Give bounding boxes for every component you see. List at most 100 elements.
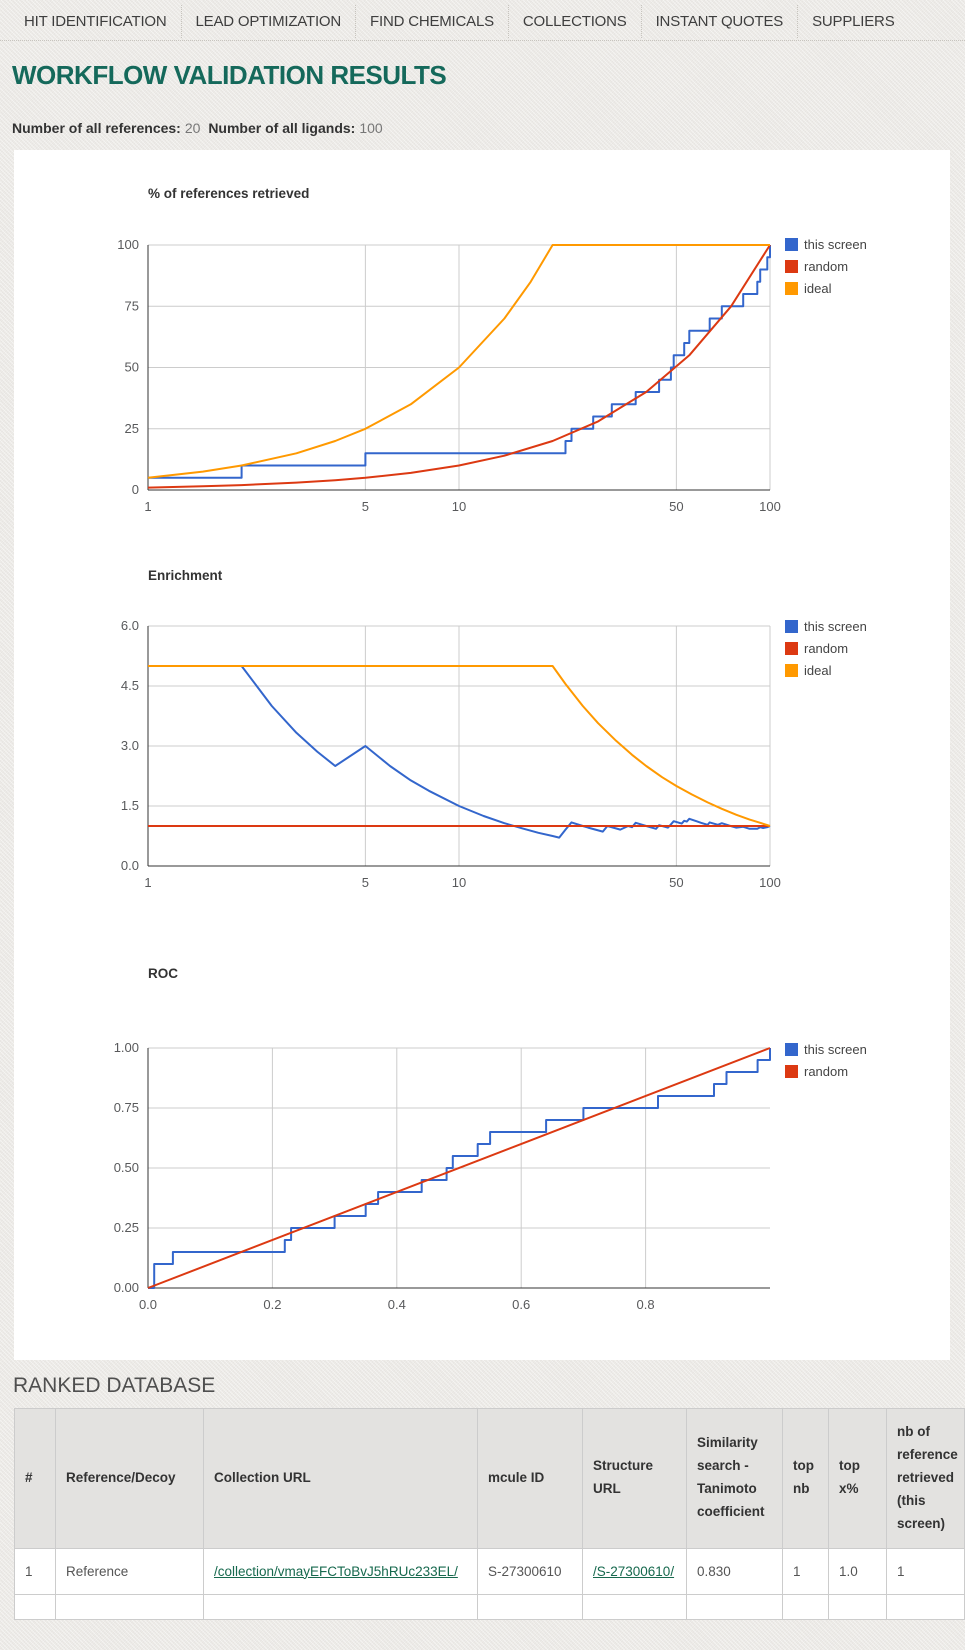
legend-label-random: random (804, 641, 848, 656)
x-axis-tick-label: 0.6 (512, 1297, 530, 1312)
cell-r2-c1 (55, 1594, 204, 1621)
legend-label-this-screen: this screen (804, 237, 867, 252)
cell-r1-c8: 1 (886, 1547, 965, 1596)
cell-r1-c6: 1 (782, 1547, 829, 1596)
legend-swatch-this-screen (785, 238, 798, 251)
chart-enrichment: Enrichment 0.0 1.5 3.0 4.5 6.0 1 5 10 50 100 this s… (121, 568, 867, 890)
cell-r2-c3 (477, 1594, 583, 1621)
x-axis-tick-label: 10 (452, 499, 466, 514)
x-axis-tick-label: 0.8 (637, 1297, 655, 1312)
top-navigation: HIT IDENTIFICATION LEAD OPTIMIZATION FIND … (0, 0, 965, 41)
legend-swatch-ideal (785, 664, 798, 677)
cell-r1-c0: 1 (14, 1547, 56, 1596)
legend-swatch-this-screen (785, 1043, 798, 1056)
column-header-1: Reference/Decoy (55, 1408, 204, 1549)
y-axis-tick-label: 100 (117, 237, 139, 252)
legend-swatch-random (785, 642, 798, 655)
chart-roc: ROC 0.00 0.25 0.50 0.75 1.00 0.0 0.2 0.4 0.6 0.8 th… (114, 966, 867, 1312)
nav-item-hit-identification[interactable]: HIT IDENTIFICATION (24, 13, 167, 30)
cell-r1-c3: S-27300610 (477, 1547, 583, 1596)
legend-label-ideal: ideal (804, 281, 832, 296)
nav-item-lead-optimization[interactable]: LEAD OPTIMIZATION (180, 5, 356, 38)
column-header-0: # (14, 1408, 56, 1549)
page-title: WORKFLOW VALIDATION RESULTS (12, 60, 447, 90)
cell-r2-c4 (582, 1594, 687, 1621)
column-header-8: nb of reference retrieved (this screen) (886, 1408, 965, 1549)
cell-r2-c2 (203, 1594, 478, 1621)
cell-r2-c7 (828, 1594, 887, 1621)
y-axis-tick-label: 0.25 (114, 1220, 139, 1235)
x-axis-tick-label: 5 (362, 875, 369, 890)
y-axis-tick-label: 0.00 (114, 1280, 139, 1295)
x-axis-tick-label: 50 (669, 875, 683, 890)
legend-swatch-this-screen (785, 620, 798, 633)
cell-r1-c4: /S-27300610/ (582, 1547, 687, 1596)
x-axis-tick-label: 5 (362, 499, 369, 514)
cell-r2-c8 (886, 1594, 965, 1621)
x-axis-tick-label: 0.0 (139, 1297, 157, 1312)
legend-label-this-screen: this screen (804, 1042, 867, 1057)
x-axis-tick-label: 100 (759, 499, 781, 514)
cell-r1-c7: 1.0 (828, 1547, 887, 1596)
chart-title: Enrichment (148, 568, 223, 583)
y-axis-tick-label: 50 (125, 360, 139, 375)
column-header-6: top nb (782, 1408, 829, 1549)
nav-item-collections[interactable]: COLLECTIONS (507, 5, 641, 38)
legend-label-random: random (804, 259, 848, 274)
ranked-database-section: RANKED DATABASE # Reference/Decoy Collecti… (0, 1360, 965, 1621)
x-axis-tick-label: 100 (759, 875, 781, 890)
y-axis-tick-label: 0.50 (114, 1160, 139, 1175)
x-axis-tick-label: 0.2 (263, 1297, 281, 1312)
y-axis-tick-label: 6.0 (121, 618, 139, 633)
legend-swatch-ideal (785, 282, 798, 295)
x-axis-tick-label: 0.4 (388, 1297, 406, 1312)
table-body: 1 Reference/collection/vmayEFCToBvJ5hRUc2… (14, 1547, 965, 1621)
table-header-row: # Reference/Decoy Collection URL mcule ID St… (14, 1408, 965, 1549)
references-count-label: Number of all references: (12, 120, 181, 136)
y-axis-tick-label: 75 (125, 298, 139, 313)
column-header-7: top x% (828, 1408, 887, 1549)
legend-label-this-screen: this screen (804, 619, 867, 634)
column-header-4: Structure URL (582, 1408, 687, 1549)
charts-panel: % of references retrieved 0 25 50 75 100 1 5 10 5… (14, 150, 950, 1360)
column-header-3: mcule ID (477, 1408, 583, 1549)
table-header: # Reference/Decoy Collection URL mcule ID St… (14, 1408, 965, 1549)
table-row-1: 1 Reference/collection/vmayEFCToBvJ5hRUc2… (14, 1547, 965, 1596)
column-header-2: Collection URL (203, 1408, 478, 1549)
x-axis-tick-label: 10 (452, 875, 466, 890)
cell-r2-c5 (686, 1594, 783, 1621)
validation-summary: Number of all references: 20 Number of al… (12, 120, 965, 136)
y-axis-tick-label: 0.0 (121, 858, 139, 873)
link-r1-c2[interactable]: /collection/vmayEFCToBvJ5hRUc233EL/ (214, 1563, 458, 1579)
y-axis-tick-label: 1.5 (121, 798, 139, 813)
chart-title: ROC (148, 966, 178, 981)
cell-r1-c2: /collection/vmayEFCToBvJ5hRUc233EL/ (203, 1547, 478, 1596)
cell-r1-c5: 0.830 (686, 1547, 783, 1596)
nav-item-instant-quotes[interactable]: INSTANT QUOTES (640, 5, 798, 38)
nav-item-find-chemicals[interactable]: FIND CHEMICALS (355, 5, 508, 38)
chart-title: % of references retrieved (148, 186, 309, 201)
y-axis-tick-label: 4.5 (121, 678, 139, 693)
table-row-2 (14, 1594, 965, 1621)
legend-swatch-random (785, 1065, 798, 1078)
x-axis-tick-label: 1 (144, 499, 151, 514)
link-r1-c4[interactable]: /S-27300610/ (593, 1563, 675, 1579)
cell-r1-c1: Reference (55, 1547, 204, 1596)
x-axis-tick-label: 50 (669, 499, 683, 514)
legend-label-random: random (804, 1064, 848, 1079)
cell-r2-c6 (782, 1594, 829, 1621)
x-axis-tick-label: 1 (144, 875, 151, 890)
y-axis-tick-label: 25 (125, 421, 139, 436)
column-header-5: Similarity search - Tanimoto coefficient (686, 1408, 783, 1549)
y-axis-tick-label: 1.00 (114, 1040, 139, 1055)
y-axis-tick-label: 0 (132, 482, 139, 497)
references-count-value: 20 (184, 120, 201, 136)
ranked-database-heading: RANKED DATABASE (13, 1374, 216, 1397)
legend-label-ideal: ideal (804, 663, 832, 678)
cell-r2-c0 (14, 1594, 56, 1621)
nav-item-suppliers[interactable]: SUPPLIERS (797, 5, 908, 38)
ranked-database-table: # Reference/Decoy Collection URL mcule ID St… (14, 1408, 965, 1621)
y-axis-tick-label: 3.0 (121, 738, 139, 753)
